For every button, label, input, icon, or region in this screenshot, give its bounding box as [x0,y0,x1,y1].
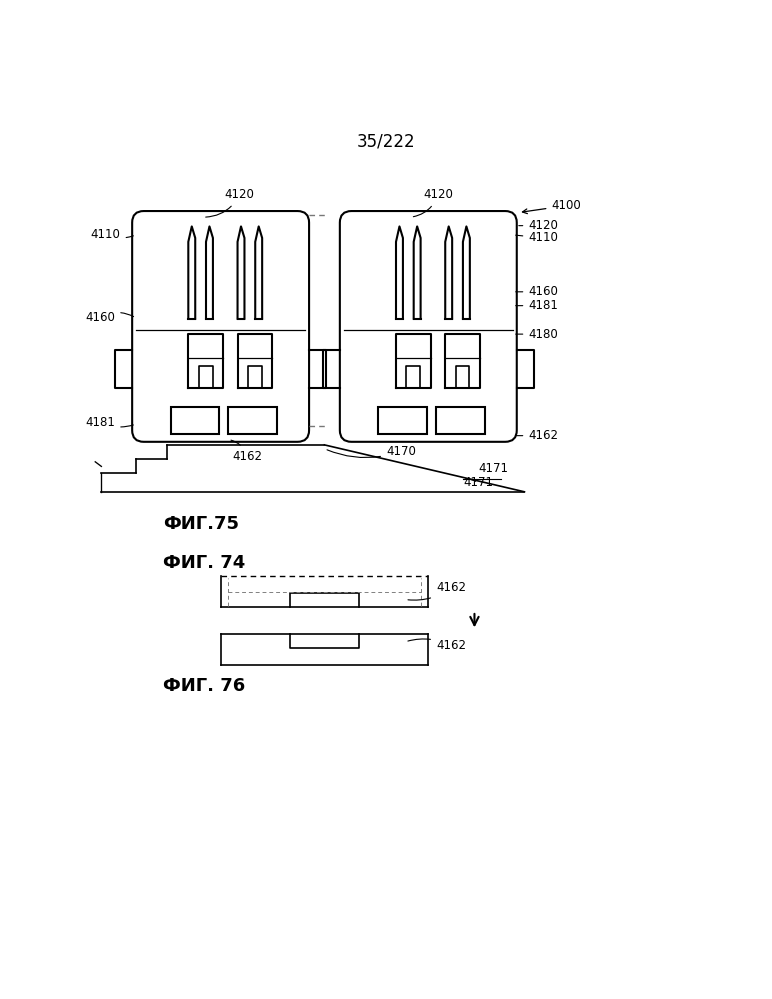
Bar [171,408,219,435]
Text: 4110: 4110 [91,229,134,242]
Bar [229,408,277,435]
Text: 4170: 4170 [327,445,416,458]
Text: 35/222: 35/222 [357,133,415,151]
Text: 4160: 4160 [516,286,558,299]
Text: ФИГ. 76: ФИГ. 76 [163,676,245,694]
Text: 4120: 4120 [205,189,254,217]
Text: 4162: 4162 [408,639,466,652]
Text: 4162: 4162 [231,441,262,463]
FancyBboxPatch shape [132,211,309,442]
Text: 4160: 4160 [86,312,134,325]
Text: 4180: 4180 [516,328,558,341]
Text: 4120: 4120 [519,219,558,232]
Bar [436,408,485,435]
Text: 4181: 4181 [516,299,558,312]
Text: 4110: 4110 [516,232,558,245]
Bar [378,408,427,435]
Text: 4162: 4162 [408,581,466,600]
Text: 4162: 4162 [516,430,558,443]
FancyBboxPatch shape [340,211,516,442]
Text: 4181: 4181 [86,416,134,430]
Text: 4171: 4171 [463,477,493,490]
Text: 4171: 4171 [479,462,508,475]
Text: 4100: 4100 [523,199,581,214]
Text: ФИГ.75: ФИГ.75 [163,515,239,533]
Text: ФИГ. 74: ФИГ. 74 [163,553,245,571]
Text: 4120: 4120 [413,189,453,217]
